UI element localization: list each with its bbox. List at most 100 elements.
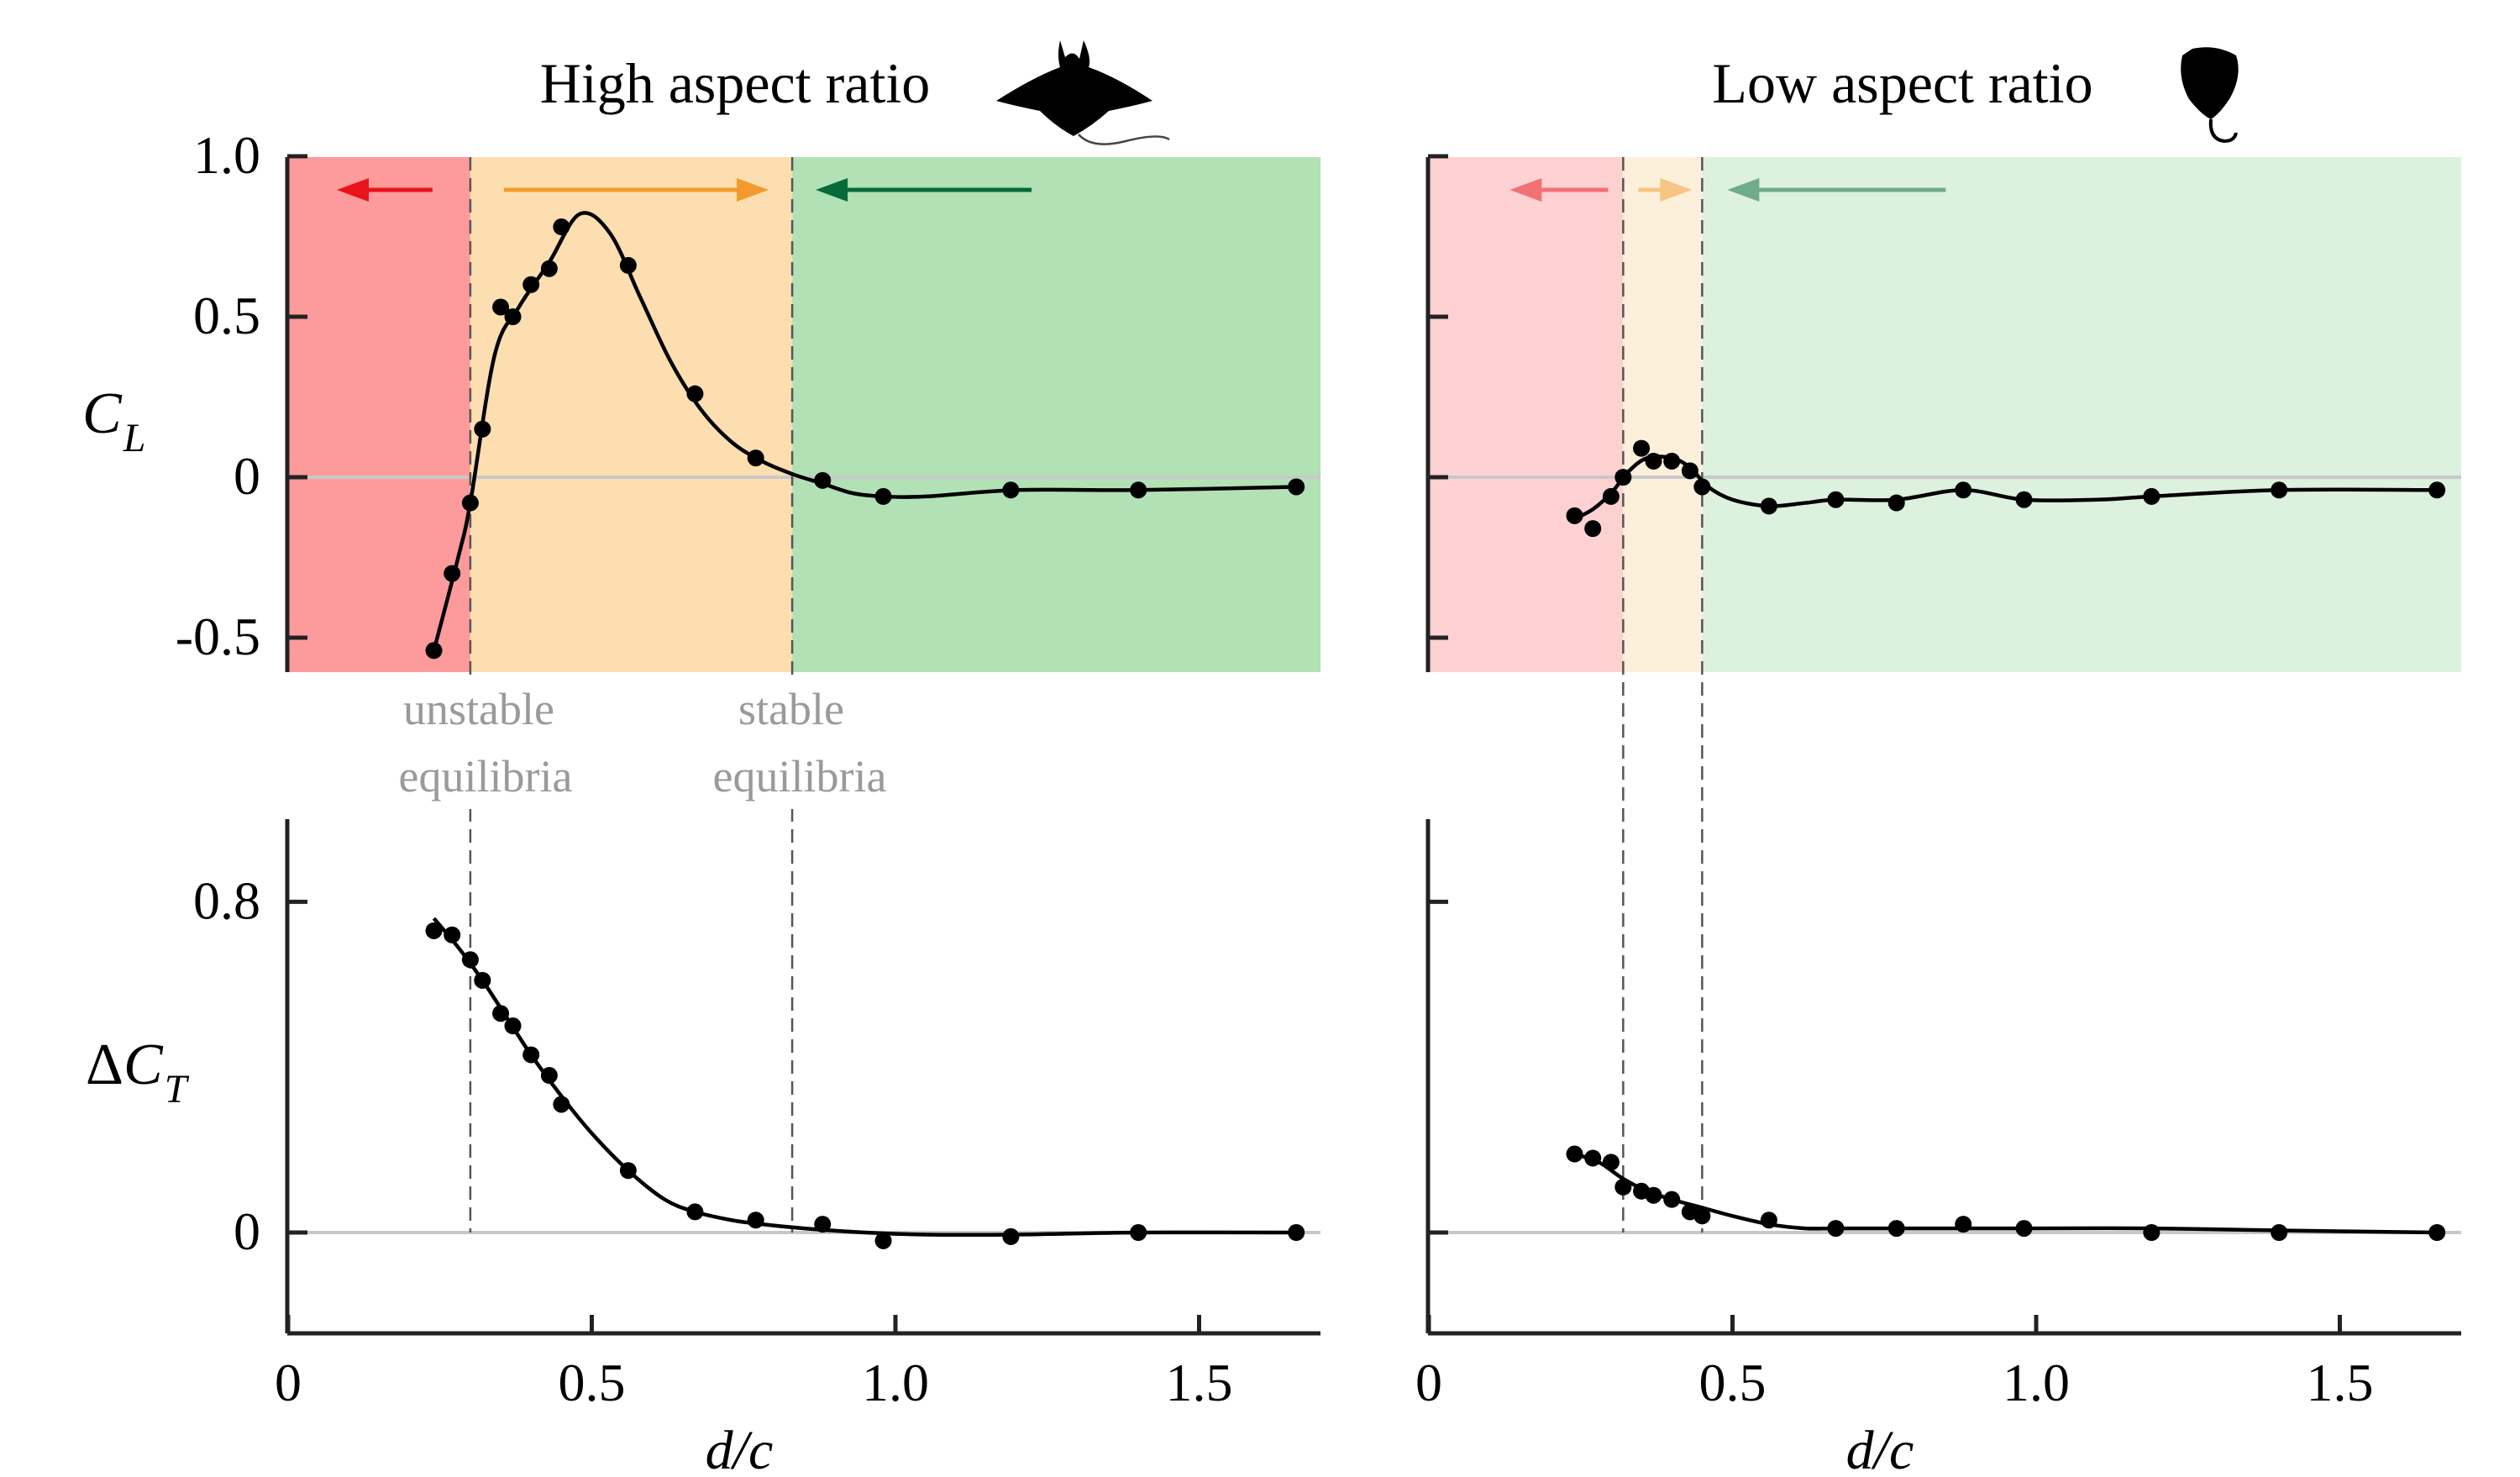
left-top-data-point — [522, 276, 540, 293]
right-top-data-point — [1955, 481, 1972, 499]
left-bottom-x-tick-label: 0.5 — [559, 1353, 626, 1412]
right-top-data-point — [1663, 452, 1681, 470]
left-bottom-data-point — [1288, 1224, 1305, 1241]
left-top-y-tick-label: -0.5 — [176, 607, 260, 666]
left-bottom-y-tick-label: 0.8 — [193, 870, 260, 930]
left-bottom-x-tick-label: 1.0 — [862, 1353, 929, 1412]
left-top-data-point — [553, 218, 570, 236]
left-top-fit-curve — [432, 211, 1297, 651]
left-bottom-x-tick-label: 1.5 — [1166, 1353, 1233, 1412]
left-top-data-point — [619, 256, 637, 274]
left-top-data-point — [1002, 481, 1020, 499]
right-bottom-data-point — [1566, 1145, 1583, 1163]
right-top-region-red — [1429, 157, 1624, 672]
left-bottom-data-point — [619, 1162, 637, 1180]
right-top-data-point — [1633, 439, 1651, 457]
stability-regions — [288, 157, 2462, 672]
annotation-stable-line1: stable — [738, 684, 844, 734]
left-bottom-data-point — [540, 1067, 558, 1085]
left-bottom-data-point — [425, 922, 443, 939]
annotation-backdrop — [328, 676, 924, 809]
ylabel-delta: Δ — [86, 1033, 123, 1097]
left-top-arrow-red-head — [337, 178, 369, 202]
right-top-regions — [1429, 157, 2462, 672]
right-top-data-point — [1602, 487, 1620, 505]
right-top-region-green — [1702, 157, 2462, 672]
right-bottom-data-point — [1887, 1220, 1905, 1238]
right-top-data-point — [2143, 487, 2160, 505]
left-bottom-data-point — [522, 1046, 540, 1064]
right-bottom-data-point — [1645, 1186, 1662, 1204]
annotation-background — [328, 676, 924, 809]
xlabel-right: d/c — [1846, 1420, 1914, 1477]
left-top-data-point — [1130, 481, 1147, 499]
right-top-data-point — [1693, 478, 1711, 496]
left-bottom-y-tick-label: 0 — [234, 1201, 260, 1261]
left-top-regions — [288, 157, 1321, 672]
left-top-data-point — [747, 449, 764, 467]
manta-ray-icon — [996, 40, 1170, 145]
left-bottom-data-point — [874, 1232, 892, 1249]
right-top-region-orange — [1623, 157, 1703, 672]
left-top-arrow-orange-head — [737, 178, 769, 202]
right-bottom-data-point — [1760, 1212, 1777, 1229]
axes: 1.0 0.5 0 -0.5 0.8 0 0 0.5 1.0 1.5 0 0.5 1.0 1.5 — [176, 125, 2461, 1412]
left-top-data-point — [814, 471, 832, 489]
ylabel-bottom-left: ΔCT — [86, 1033, 190, 1112]
right-bottom-x-tick-label: 0.5 — [1699, 1353, 1767, 1412]
left-top-region-green — [792, 157, 1321, 672]
right-bottom-data-point — [1663, 1191, 1681, 1208]
right-bottom-x-tick-label: 0 — [1415, 1353, 1442, 1412]
left-top-y-tick-label: 0 — [234, 446, 260, 506]
right-top-data-point — [2271, 481, 2288, 499]
left-top-data-point — [444, 565, 461, 582]
right-bottom-x-tick-label: 1.5 — [2307, 1353, 2374, 1412]
right-top-data-point — [1887, 494, 1905, 512]
left-top-arrows — [337, 178, 1032, 202]
right-bottom-data-point — [1955, 1216, 1972, 1233]
xlabel-left: d/c — [706, 1420, 774, 1477]
left-top-region-orange — [470, 157, 793, 672]
left-panel-title: High aspect ratio — [540, 51, 931, 115]
right-top-data-point — [1566, 507, 1583, 524]
annotation-stable-line2: equilibria — [713, 751, 887, 802]
ylabel-top-left: CL — [82, 381, 145, 460]
right-bottom-data-point — [2143, 1224, 2160, 1241]
right-top-fit-curve — [1573, 455, 2438, 521]
ylabel-ct-main: C — [123, 1033, 164, 1097]
left-top-y-tick-label: 0.5 — [193, 286, 260, 345]
left-top-region-red — [288, 157, 470, 672]
right-top-data-point — [1681, 462, 1698, 480]
stability-arrows — [337, 178, 1946, 202]
left-bottom-data-point — [444, 926, 461, 943]
left-bottom-data-point — [1002, 1227, 1020, 1245]
ylabel-ct-sub: T — [165, 1067, 190, 1112]
left-bottom-data-point — [474, 971, 491, 989]
left-bottom-data-point — [686, 1203, 704, 1221]
right-bottom-data-point — [1693, 1207, 1711, 1225]
right-top-data-point — [1827, 491, 1845, 508]
right-bottom-data-point — [1827, 1220, 1845, 1238]
right-bottom-x-tick-label: 1.0 — [2003, 1353, 2070, 1412]
left-bottom-fit-curve — [432, 917, 1297, 1238]
left-top-data-point — [874, 487, 892, 505]
stingray-icon — [2181, 47, 2239, 144]
left-bottom-data-point — [461, 951, 479, 969]
left-top-data-point — [474, 420, 491, 438]
left-top-data-point — [504, 308, 522, 325]
left-top-data-point — [540, 260, 558, 277]
right-bottom-data-point — [2015, 1220, 2033, 1238]
left-bottom-data-point — [814, 1216, 832, 1233]
right-top-data-point — [2015, 491, 2033, 508]
annotation-unstable-line1: unstable — [403, 684, 554, 734]
ylabel-cl-main: C — [82, 381, 123, 446]
right-top-arrow-green-head — [1727, 178, 1760, 202]
right-top-arrows — [1509, 178, 1946, 202]
left-top-data-point — [1288, 478, 1305, 496]
right-top-data-point — [2428, 481, 2446, 499]
left-top-y-tick-label: 1.0 — [193, 125, 260, 185]
right-top-arrow-orange-head — [1660, 178, 1693, 202]
right-top-data-point — [1584, 520, 1602, 538]
left-bottom-x-tick-label: 0 — [275, 1353, 302, 1412]
